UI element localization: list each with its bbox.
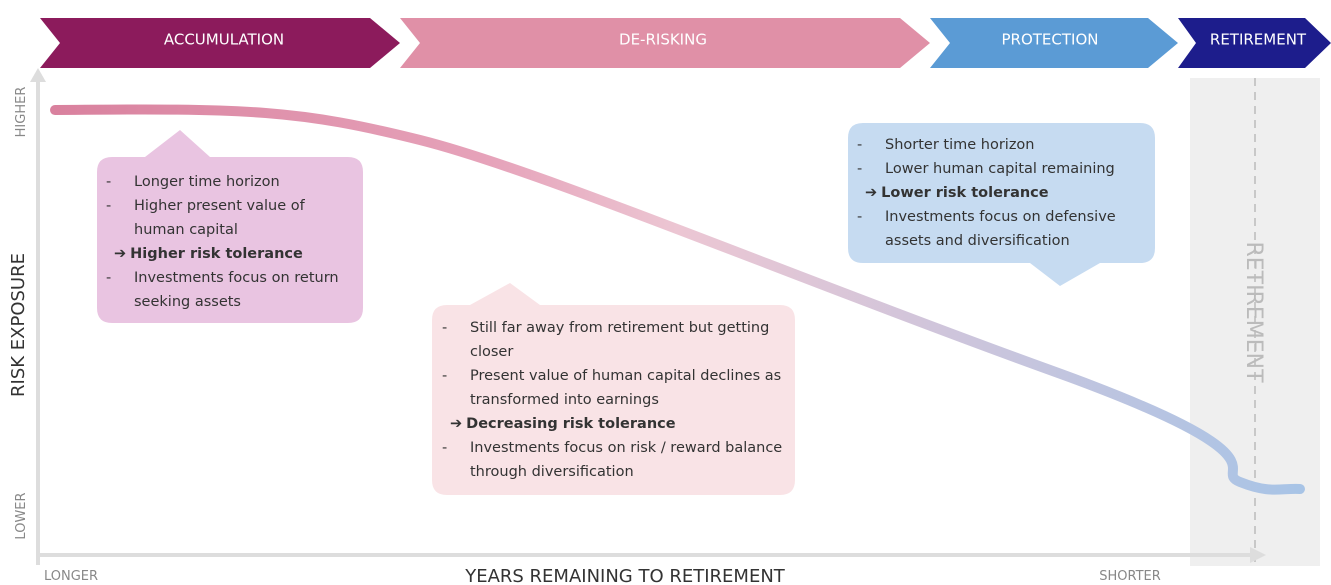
y-high-label: HIGHER (14, 87, 29, 138)
callout: Longer time horizon Higher present value … (100, 170, 355, 314)
callout-item: Investments focus on defensive assets an… (851, 205, 1151, 253)
phase-arrow (400, 18, 930, 68)
callout-text: Still far away from retirement but getti… (470, 320, 770, 360)
callout-item: Investments focus on return seeking asse… (100, 266, 355, 314)
phase-label: RETIREMENT (1210, 31, 1307, 49)
callout-item: Shorter time horizon (851, 133, 1151, 157)
y-low-label: LOWER (14, 492, 29, 539)
x-axis-label: YEARS REMAINING TO RETIREMENT (464, 566, 786, 585)
callout-item: Still far away from retirement but getti… (436, 316, 791, 364)
callout: Shorter time horizon Lower human capital … (851, 133, 1151, 253)
callout-text: Investments focus on risk / reward balan… (470, 440, 783, 480)
callout-item: Longer time horizon (100, 170, 355, 194)
phase-label: ACCUMULATION (164, 31, 284, 49)
callout-item: ➔ Higher risk tolerance (100, 242, 355, 266)
callout-text: Longer time horizon (134, 174, 280, 190)
phase-arrow (40, 18, 400, 68)
callout-text: Decreasing risk tolerance (466, 416, 676, 432)
arrow-icon: ➔ (114, 246, 127, 262)
callout-text: Higher present value of human capital (134, 198, 305, 238)
phase-label: DE-RISKING (619, 31, 707, 49)
callout-text: Lower human capital remaining (885, 161, 1115, 177)
callout-text: Present value of human capital declines … (470, 368, 782, 408)
callout-item: ➔ Lower risk tolerance (851, 181, 1151, 205)
callout-text: Higher risk tolerance (130, 246, 303, 262)
retirement-zone-label: RETIREMENT (1241, 241, 1266, 383)
phase-arrow (930, 18, 1178, 68)
callout-item: Investments focus on risk / reward balan… (436, 436, 791, 484)
y-axis-label: RISK EXPOSURE (8, 253, 29, 397)
callout-item: ➔ Decreasing risk tolerance (436, 412, 791, 436)
phase-arrow (1178, 18, 1331, 68)
arrow-icon: ➔ (450, 416, 463, 432)
x-left-label: LONGER (44, 569, 98, 584)
arrow-icon: ➔ (865, 185, 878, 201)
y-axis-arrow (30, 68, 46, 82)
callout-text: Lower risk tolerance (881, 185, 1049, 201)
callout-item: Lower human capital remaining (851, 157, 1151, 181)
callout-text: Investments focus on return seeking asse… (134, 270, 339, 310)
callout: Still far away from retirement but getti… (436, 316, 791, 484)
callout-item: Higher present value of human capital (100, 194, 355, 242)
x-right-label: SHORTER (1099, 569, 1161, 584)
x-axis-arrow (1250, 547, 1266, 563)
phase-label: PROTECTION (1001, 31, 1098, 49)
callout-item: Present value of human capital declines … (436, 364, 791, 412)
callout-text: Shorter time horizon (885, 137, 1035, 153)
glide-path (50, 104, 1305, 495)
callout-text: Investments focus on defensive assets an… (885, 209, 1116, 249)
